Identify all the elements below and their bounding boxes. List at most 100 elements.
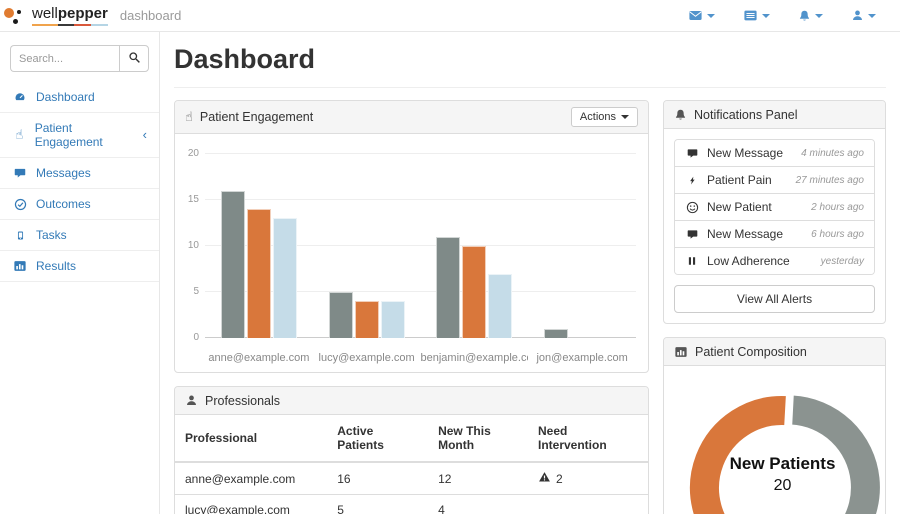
caret-down-icon [762,13,770,18]
sidebar: Dashboard ☝ Patient Engagement ‹ Messages Out… [0,32,160,514]
panel-professionals-header: Professionals [175,387,648,415]
engagement-icon: ☝ [15,127,24,143]
main-content: Dashboard ☝ Patient Engagement Actions [160,32,900,514]
navbar-dropdowns [674,3,890,29]
bar-group-jon [528,154,636,338]
comment-icon [685,148,699,159]
x-axis-category-label: jon@example.com [536,352,628,364]
donut-svg [688,393,882,514]
table-header-row: Professional Active Patients New This Mo… [175,415,648,463]
actions-button-label: Actions [579,111,616,123]
warning-icon [538,471,551,486]
cell-need-intervention [527,494,648,514]
sidebar-item-results[interactable]: Results [0,251,159,282]
intervention-count: 2 [555,471,563,486]
notification-label: Low Adherence [707,254,790,268]
wellpepper-logo-icon [4,4,26,28]
page-title: Dashboard [174,44,886,88]
col-active-patients: Active Patients [327,415,429,463]
bell-icon [798,9,811,23]
search-input[interactable] [10,45,119,72]
notification-new-message[interactable]: New Message 6 hours ago [675,221,874,248]
gridline [205,199,636,200]
caret-down-icon [868,13,876,18]
notification-time: 27 minutes ago [795,174,864,186]
notification-new-patient[interactable]: New Patient 2 hours ago [675,194,874,221]
bar [462,246,487,338]
notification-time: 4 minutes ago [801,147,864,159]
panel-title: Patient Engagement [199,110,314,124]
envelope-icon [688,9,703,22]
notification-time: 2 hours ago [811,201,864,213]
tasks-icon [12,229,28,242]
notification-new-message[interactable]: New Message 4 minutes ago [675,140,874,167]
sidebar-item-dashboard[interactable]: Dashboard [0,82,159,113]
notifications-list: New Message 4 minutes ago Patient Pain 27 m… [674,139,875,275]
actions-button[interactable]: Actions [570,107,638,127]
cell-active-patients: 5 [327,494,429,514]
sidebar-item-label: Outcomes [36,197,91,211]
user-icon [851,9,864,22]
cell-new-this-month: 12 [428,462,528,495]
col-need-intervention: Need Intervention [527,415,648,463]
sidebar-item-tasks[interactable]: Tasks [0,220,159,251]
top-navbar: wellpepper dashboard [0,0,900,32]
brand[interactable]: wellpepper dashboard [4,4,181,28]
search-icon [128,51,141,67]
list-dropdown[interactable] [729,3,784,28]
bar [436,236,461,338]
brand-suffix: dashboard [119,8,182,23]
bar [544,328,569,338]
col-new-this-month: New This Month [428,415,528,463]
professionals-table: Professional Active Patients New This Mo… [175,415,648,514]
y-axis-tick-label: 5 [193,286,199,297]
search-button[interactable] [119,45,149,72]
caret-down-icon [815,13,823,18]
envelope-dropdown[interactable] [674,3,729,28]
notification-label: New Message [707,146,784,160]
chevron-left-icon: ‹ [142,127,147,142]
sidebar-item-label: Results [36,259,77,273]
bar-group-benjamin [421,154,529,338]
brand-text: wellpepper [32,5,108,26]
caret-down-icon [707,13,715,18]
bar [328,292,353,338]
notification-label: New Message [707,227,784,241]
panel-patient-engagement-header: ☝ Patient Engagement Actions [175,101,648,134]
sidebar-item-label: Tasks [36,228,67,242]
brand-name-light: well [32,5,58,22]
bar [246,209,271,338]
composition-donut-chart: New Patients 20 [664,366,885,514]
notification-time: 6 hours ago [811,228,864,240]
bar [354,301,379,338]
notification-low-adherence[interactable]: Low Adherence yesterday [675,248,874,274]
bar [272,218,297,338]
y-axis-tick-label: 15 [187,194,199,205]
user-dropdown[interactable] [837,3,890,28]
bar-group-lucy [313,154,421,338]
professionals-icon [185,394,198,407]
sidebar-item-outcomes[interactable]: Outcomes [0,189,159,220]
x-axis-category-label: lucy@example.com [318,352,415,364]
panel-title: Professionals [205,393,281,408]
sidebar-item-messages[interactable]: Messages [0,158,159,189]
brand-underline [32,24,108,26]
sidebar-item-label: Messages [36,166,91,180]
panel-notifications-header: Notifications Panel [664,101,885,129]
bell-dropdown[interactable] [784,3,837,29]
panel-patient-composition-header: Patient Composition [664,338,885,366]
comment-icon [685,229,699,240]
sidebar-item-patient-engagement[interactable]: ☝ Patient Engagement ‹ [0,113,159,158]
notification-patient-pain[interactable]: Patient Pain 27 minutes ago [675,167,874,194]
donut-segment-orange [688,394,788,514]
panel-title: Notifications Panel [694,107,798,122]
panel-notifications: Notifications Panel New Message 4 minutes… [663,100,886,324]
view-all-alerts-button[interactable]: View All Alerts [674,285,875,313]
panel-title: Patient Composition [695,344,807,359]
brand-name-bold: pepper [57,5,108,22]
bar-group-anne [205,154,313,338]
panel-professionals: Professionals Professional Active Patien… [174,386,649,514]
gridline [205,153,636,154]
engagement-icon: ☝ [185,109,193,125]
